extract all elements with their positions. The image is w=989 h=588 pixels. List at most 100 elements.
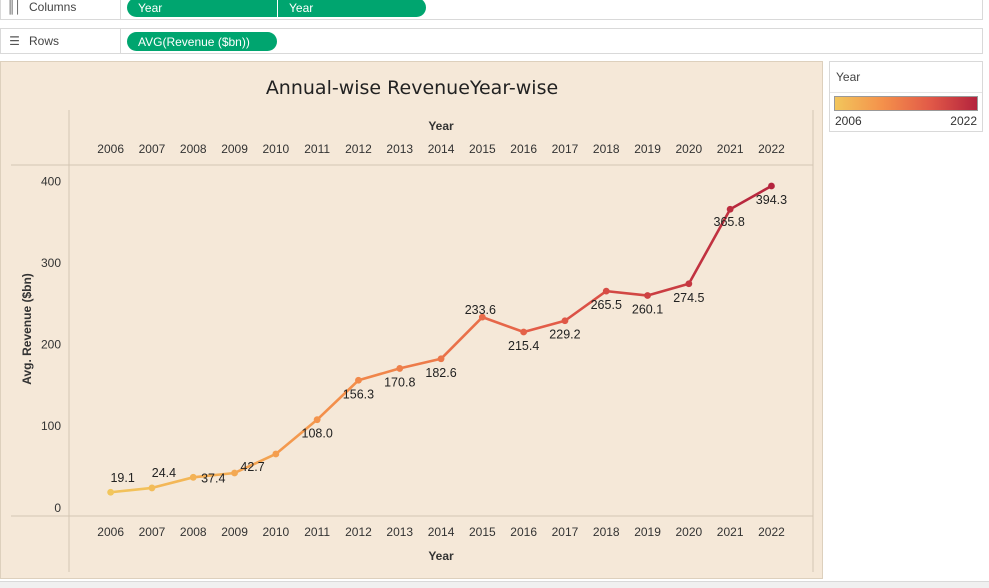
series-line-segment	[150, 476, 195, 490]
x-top-tick-label: 2014	[428, 142, 455, 156]
columns-pill-year-1-label: Year	[138, 0, 163, 15]
series-line-segment	[728, 184, 773, 211]
line-chart: Annual-wise RevenueYear-wise Year Year A…	[11, 77, 814, 572]
chart-title: Annual-wise RevenueYear-wise	[266, 77, 558, 99]
series-line-segment	[274, 418, 319, 456]
y-tick-label: 100	[41, 419, 61, 433]
y-tick-label: 300	[41, 256, 61, 270]
x-top-tick-label: 2012	[345, 142, 372, 156]
rows-icon: ☰	[9, 34, 20, 48]
series-line-segment	[522, 319, 567, 334]
x-axis-title: Year	[428, 549, 454, 563]
x-tick-label: 2013	[386, 525, 413, 539]
data-label: 19.1	[110, 471, 134, 485]
data-labels: 19.1 24.4 37.4 42.7 108.0 156.3 170.8 182.6 233.…	[110, 193, 787, 485]
chart-view[interactable]: Annual-wise RevenueYear-wise Year Year A…	[0, 61, 823, 579]
data-point	[602, 287, 610, 295]
series-line-segment	[481, 315, 525, 334]
data-label: 215.4	[508, 339, 539, 353]
data-point	[437, 355, 445, 363]
series-line-segment	[439, 315, 484, 361]
legend-divider	[830, 92, 982, 93]
data-label: 108.0	[302, 427, 333, 441]
series-lines	[109, 184, 773, 494]
data-label: 265.5	[591, 298, 622, 312]
data-point	[107, 488, 115, 496]
color-legend[interactable]: Year 2006 2022	[829, 61, 983, 132]
series-line-segment	[563, 289, 608, 323]
x-tick-label: 2010	[262, 525, 289, 539]
x-tick-label: 2022	[758, 525, 785, 539]
data-point	[644, 292, 651, 299]
x-top-tick-label: 2015	[469, 142, 496, 156]
data-point	[148, 484, 156, 492]
series-line-segment	[357, 367, 402, 382]
data-point	[478, 313, 486, 321]
bottom-scroll-area	[0, 581, 989, 588]
x-tick-label: 2009	[221, 525, 248, 539]
data-label: 37.4	[201, 471, 225, 485]
top-axis-title: Year	[428, 119, 454, 133]
columns-icon: ║│	[7, 0, 22, 14]
x-top-tick-label: 2009	[221, 142, 248, 156]
y-tick-label: 0	[54, 501, 61, 515]
x-top-tick-label: 2020	[675, 142, 702, 156]
rows-pill-avg-revenue-label: AVG(Revenue ($bn))	[138, 34, 250, 49]
x-top-tick-label: 2013	[386, 142, 413, 156]
legend-title: Year	[836, 70, 861, 84]
series-line-segment	[604, 289, 649, 297]
series-points	[107, 182, 775, 496]
y-axis-title: Avg. Revenue ($bn)	[20, 273, 34, 385]
data-label: 365.8	[714, 215, 745, 229]
columns-pill-year-2-label: Year	[289, 0, 314, 15]
data-point	[355, 376, 362, 384]
rows-shelf-label: ☰ Rows	[1, 29, 121, 53]
data-label: 260.1	[632, 303, 663, 317]
x-tick-label: 2020	[675, 525, 702, 539]
y-tick-label: 200	[41, 338, 61, 352]
columns-label: Columns	[29, 0, 77, 14]
legend-min-label: 2006	[835, 114, 862, 128]
x-tick-label: 2016	[510, 525, 537, 539]
data-label: 229.2	[549, 328, 580, 342]
data-label: 182.6	[425, 366, 456, 380]
x-tick-label: 2012	[345, 525, 372, 539]
rows-pill-avg-revenue[interactable]: AVG(Revenue ($bn))	[127, 32, 277, 51]
x-tick-label: 2017	[552, 525, 579, 539]
x-top-tick-label: 2010	[262, 142, 289, 156]
x-top-tick-label: 2018	[593, 142, 620, 156]
series-line-segment	[233, 452, 278, 475]
series-line-segment	[109, 486, 154, 494]
x-tick-label: 2006	[97, 525, 124, 539]
data-label: 24.4	[152, 466, 176, 480]
x-tick-label: 2007	[139, 525, 166, 539]
columns-pill-year-1[interactable]: Year	[127, 0, 277, 17]
data-label: 233.6	[465, 303, 496, 317]
data-point	[561, 317, 569, 325]
x-top-tick-label: 2006	[97, 142, 124, 156]
data-point	[396, 365, 404, 372]
x-top-tick-label: 2021	[717, 142, 744, 156]
series-line-segment	[398, 357, 443, 370]
series-line-segment	[646, 282, 691, 297]
rows-shelf: ☰ Rows AVG(Revenue ($bn))	[0, 28, 983, 54]
x-top-tick-label: 2016	[510, 142, 537, 156]
legend-max-label: 2022	[950, 114, 977, 128]
columns-shelf: ║│ Columns Year Year	[0, 0, 983, 20]
x-top-tick-label: 2007	[139, 142, 166, 156]
x-top-tick-label: 2011	[304, 142, 330, 156]
x-tick-label: 2021	[717, 525, 744, 539]
data-point	[189, 473, 197, 481]
columns-pill-year-2[interactable]: Year	[278, 0, 426, 17]
x-tick-label: 2014	[428, 525, 455, 539]
x-tick-label: 2008	[180, 525, 207, 539]
series-line-segment	[191, 471, 236, 479]
data-point	[520, 328, 528, 336]
data-point	[231, 469, 238, 477]
rows-label: Rows	[29, 34, 60, 48]
data-label: 156.3	[343, 387, 374, 401]
series-line-segment	[687, 207, 732, 286]
x-top-tick-label: 2019	[634, 142, 661, 156]
data-point	[726, 205, 734, 213]
data-point	[313, 416, 321, 424]
